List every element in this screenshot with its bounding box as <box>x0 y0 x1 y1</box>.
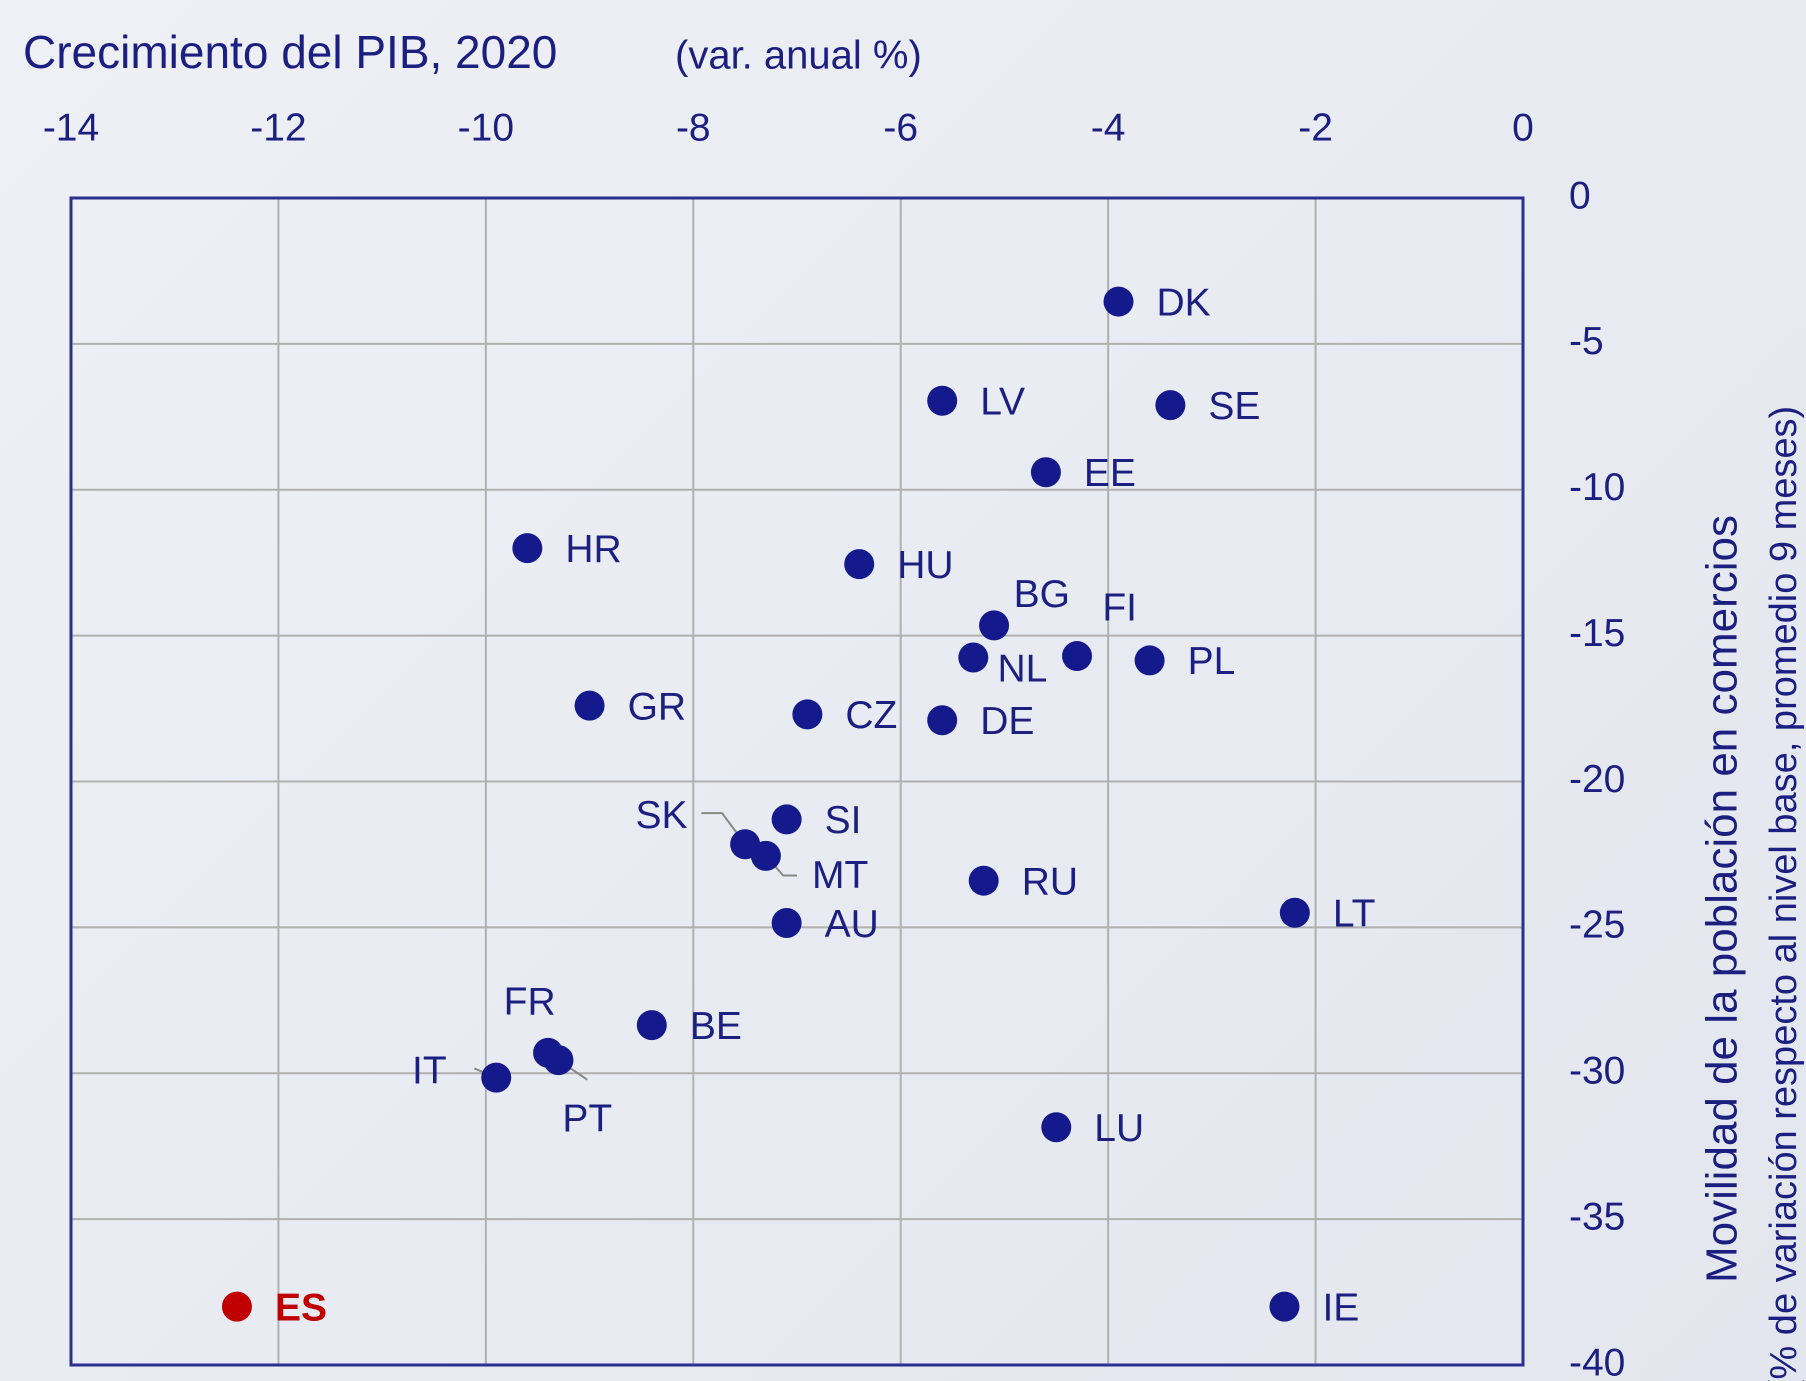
point <box>771 907 802 938</box>
point-label: ES <box>275 1286 327 1329</box>
point-label: FR <box>504 981 556 1024</box>
x-tick-label: -14 <box>43 106 99 149</box>
point <box>1041 1112 1072 1143</box>
x-tick-label: -8 <box>676 106 711 149</box>
point <box>1279 897 1310 928</box>
x-tick-label: -6 <box>883 106 918 149</box>
point-label: CZ <box>845 694 897 737</box>
point-label: AU <box>825 903 879 946</box>
point-label: EE <box>1084 452 1136 495</box>
point-label: LT <box>1333 893 1376 936</box>
point-label: IT <box>412 1049 447 1092</box>
x-tick-label: -12 <box>250 106 306 149</box>
chart-subtitle: (var. anual %) <box>675 34 922 78</box>
point <box>543 1045 574 1076</box>
point-label: BG <box>1014 573 1070 616</box>
y-tick-label: 0 <box>1569 174 1591 217</box>
point-label: MT <box>812 854 868 897</box>
point-label: RU <box>1022 860 1078 903</box>
y-tick-label: -25 <box>1569 904 1625 947</box>
point-label: GR <box>628 685 687 728</box>
point <box>1155 390 1186 421</box>
point <box>927 385 958 416</box>
y-tick-label: -20 <box>1569 758 1625 801</box>
point-label: LV <box>980 381 1025 424</box>
plot-border <box>69 196 1525 1367</box>
point-label: PL <box>1188 640 1236 683</box>
point <box>481 1062 512 1093</box>
point <box>792 699 823 730</box>
point-label: NL <box>998 648 1048 691</box>
point <box>927 705 958 736</box>
y-tick-label: -40 <box>1569 1341 1625 1381</box>
point <box>1062 641 1093 672</box>
point-label: SE <box>1208 385 1260 428</box>
y-axis-label: (% de variación respecto al nivel base, … <box>1763 406 1805 1381</box>
point-label: HR <box>565 528 621 571</box>
point-label: LU <box>1094 1107 1144 1150</box>
y-axis-label: Movilidad de la población en comercios <box>1698 515 1747 1283</box>
point <box>979 610 1010 641</box>
point-label: IE <box>1322 1286 1359 1329</box>
point <box>221 1291 252 1322</box>
point <box>574 690 605 721</box>
chart-title: Crecimiento del PIB, 2020 <box>23 26 557 78</box>
point <box>968 865 999 896</box>
point <box>636 1010 667 1041</box>
point-label: FI <box>1102 586 1137 629</box>
point-label: SI <box>825 799 862 842</box>
point <box>1103 286 1134 317</box>
point <box>1030 457 1061 488</box>
point <box>512 533 543 564</box>
point-label: BE <box>690 1005 742 1048</box>
point-label: HU <box>897 544 953 587</box>
y-tick-label: -15 <box>1569 612 1625 655</box>
y-tick-label: -30 <box>1569 1050 1625 1093</box>
point <box>958 642 989 673</box>
point <box>771 804 802 835</box>
x-tick-label: -2 <box>1298 106 1333 149</box>
point-label: DK <box>1157 281 1211 324</box>
point-label: DE <box>980 700 1034 743</box>
y-tick-label: -35 <box>1569 1195 1625 1238</box>
x-tick-label: 0 <box>1512 106 1534 149</box>
y-tick-label: -10 <box>1569 466 1625 509</box>
y-tick-label: -5 <box>1569 320 1604 363</box>
point <box>844 549 875 580</box>
point <box>1134 645 1165 676</box>
point <box>1269 1291 1300 1322</box>
point-label: PT <box>562 1097 612 1140</box>
x-tick-label: -10 <box>458 106 514 149</box>
point <box>750 840 781 871</box>
point-label: SK <box>636 794 688 837</box>
x-tick-label: -4 <box>1091 106 1126 149</box>
